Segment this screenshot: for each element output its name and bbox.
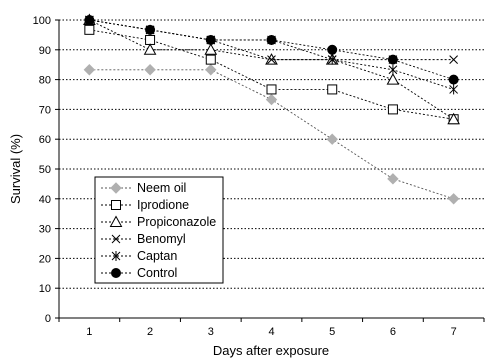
data-point [205,64,217,76]
y-axis-label: Survival (%) [8,134,23,204]
legend-label: Control [137,266,177,280]
data-point [326,133,338,145]
legend-marker [111,251,121,261]
y-tick-label: 40 [39,194,51,206]
data-point [448,74,459,85]
x-tick-label: 4 [268,326,274,338]
legend-label: Captan [137,249,177,263]
x-axis-label: Days after exposure [213,343,329,358]
x-tick-label: 3 [208,326,214,338]
y-ticks: 0 10 20 30 40 50 60 70 80 90 100 [33,15,59,325]
series-neem-oil [83,64,460,205]
legend-label: Iprodione [137,198,189,212]
data-point [205,34,216,45]
data-point [447,112,460,125]
series-propiconazole [83,13,460,125]
legend-label: Neem oil [137,181,186,195]
legend-marker [111,200,121,210]
y-tick-label: 70 [39,104,51,116]
data-point [449,84,458,95]
data-point [327,54,337,65]
legend-label: Propiconazole [137,215,216,229]
legend-item: Neem oil [101,181,186,195]
data-point [265,93,278,106]
legend-label: Benomyl [137,232,186,246]
x-ticks: 1 2 3 4 5 6 7 [58,318,485,338]
x-tick-label: 7 [451,326,457,338]
y-tick-label: 0 [45,313,51,325]
y-tick-label: 60 [39,134,51,146]
data-point [144,64,156,76]
data-point [387,173,399,185]
data-point [386,73,400,85]
y-tick-label: 50 [39,164,51,176]
y-tick-label: 90 [39,45,51,57]
series-group [83,13,460,205]
data-point [449,55,458,64]
data-point [143,43,157,55]
x-tick-label: 1 [86,326,92,338]
legend-marker [109,215,123,227]
y-tick-label: 100 [33,15,51,27]
data-point [387,104,398,115]
x-tick-label: 5 [329,326,335,338]
legend-item: Benomyl [101,232,186,246]
y-tick-label: 20 [39,253,51,265]
data-point [388,64,398,75]
x-tick-label: 6 [390,326,396,338]
data-point [84,24,95,35]
y-tick-label: 30 [39,224,51,236]
data-point [83,64,96,76]
series-control [84,15,459,85]
data-point [387,54,398,65]
data-point [327,44,338,55]
legend-item: Captan [101,249,177,263]
data-point [266,34,277,45]
data-point [327,84,338,95]
legend-item: Control [101,266,177,280]
legend-item: Propiconazole [101,215,216,229]
legend-marker [111,268,121,278]
y-tick-label: 10 [39,283,51,295]
legend: Neem oil Iprodione Propiconazole Benomyl Cap… [94,176,224,284]
data-point [447,193,460,205]
data-point [205,54,216,65]
legend-marker [111,234,121,244]
legend-box [94,176,224,284]
data-point [145,24,156,35]
y-tick-label: 80 [39,75,51,87]
data-point [145,34,156,45]
data-point [204,43,218,55]
data-point [84,15,95,25]
data-point [266,84,277,95]
x-tick-label: 2 [147,326,153,338]
legend-item: Iprodione [101,198,189,212]
legend-marker [110,182,122,194]
data-point [267,55,276,64]
